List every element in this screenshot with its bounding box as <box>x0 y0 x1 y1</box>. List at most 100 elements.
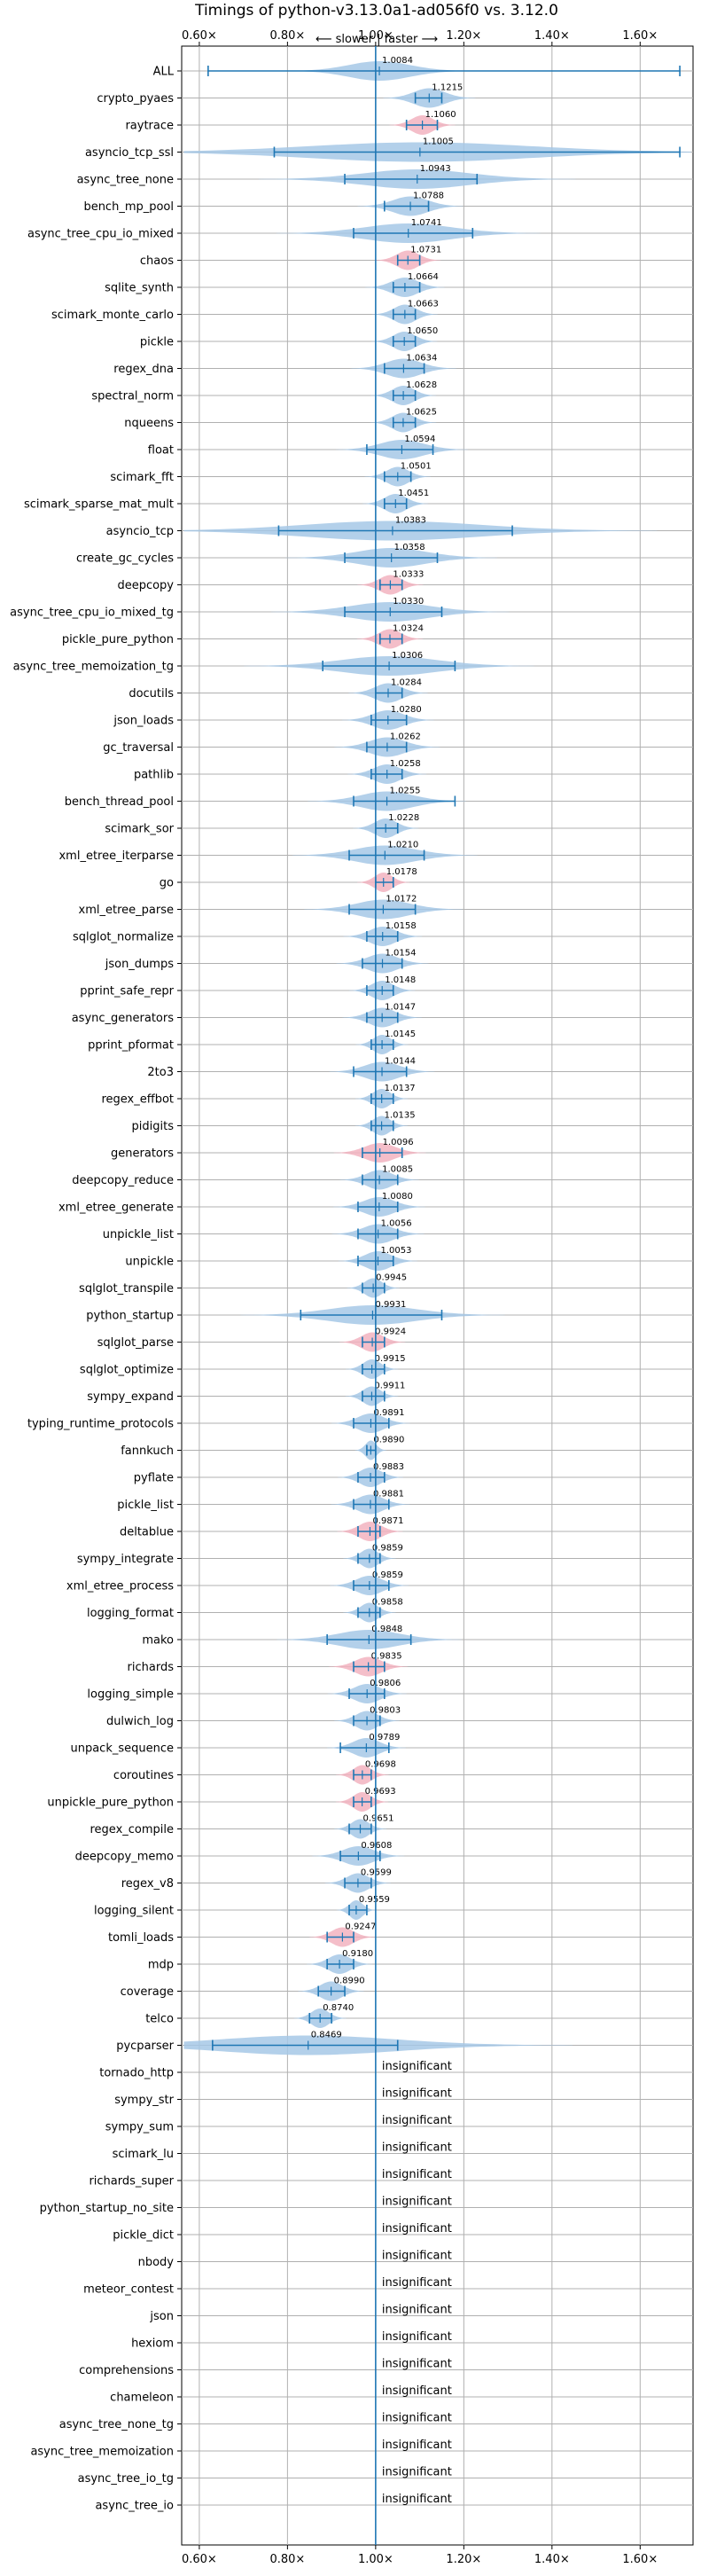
value-label: 0.9891 <box>373 1408 404 1418</box>
category-label: coroutines <box>113 1769 174 1782</box>
category-label: pickle_list <box>117 1499 174 1512</box>
insignificant-label: insignificant <box>382 2384 452 2398</box>
value-label: 1.0741 <box>411 218 442 228</box>
value-label: 1.0080 <box>382 1192 413 1202</box>
category-label: python_startup <box>86 1310 174 1323</box>
value-label: 1.0358 <box>394 543 425 552</box>
category-label: asyncio_tcp_ssl <box>85 146 174 160</box>
value-label: 1.0451 <box>398 489 429 498</box>
value-label: 0.9803 <box>370 1706 401 1716</box>
insignificant-label: insignificant <box>382 2141 452 2155</box>
category-label: tornado_http <box>99 2067 174 2080</box>
value-label: 1.0084 <box>382 56 413 66</box>
category-label: async_tree_none <box>77 174 174 187</box>
category-label: create_gc_cycles <box>76 552 174 566</box>
category-label: xml_etree_process <box>66 1580 174 1593</box>
x-tick-label-top: 1.60× <box>622 29 658 43</box>
category-label: fannkuch <box>121 1445 174 1458</box>
value-label: 1.0634 <box>406 354 437 364</box>
value-label: 1.1005 <box>423 137 454 147</box>
x-tick-label-top: 0.60× <box>182 29 217 43</box>
category-label: json_loads <box>113 715 174 728</box>
value-label: 1.0056 <box>381 1219 412 1229</box>
category-label: sympy_integrate <box>77 1553 174 1566</box>
x-tick-label-bottom: 1.00× <box>358 2553 393 2566</box>
value-label: 0.9931 <box>375 1300 406 1310</box>
insignificant-label: insignificant <box>382 2412 452 2425</box>
value-label: 1.0501 <box>401 462 432 472</box>
value-label: 1.0594 <box>404 435 435 444</box>
category-label: pidigits <box>132 1120 175 1133</box>
category-label: async_generators <box>72 1012 175 1025</box>
value-label: 1.0330 <box>393 597 424 607</box>
insignificant-label: insignificant <box>382 2304 452 2317</box>
value-label: 1.0144 <box>385 1057 416 1067</box>
value-label: 0.9859 <box>372 1570 403 1580</box>
insignificant-label: insignificant <box>382 2493 452 2506</box>
insignificant-label: insignificant <box>382 2196 452 2209</box>
category-label: logging_format <box>87 1607 174 1620</box>
category-label: tomli_loads <box>108 1931 174 1945</box>
value-label: 1.0943 <box>420 164 451 174</box>
value-label: 1.0085 <box>382 1165 413 1175</box>
category-label: unpickle_pure_python <box>47 1797 174 1810</box>
value-label: 0.9789 <box>369 1733 400 1742</box>
value-label: 1.0284 <box>391 678 422 688</box>
category-label: deepcopy <box>117 579 174 592</box>
x-tick-label-top: 1.20× <box>446 29 481 43</box>
value-label: 0.9247 <box>345 1922 376 1932</box>
category-label: sympy_str <box>114 2094 174 2107</box>
value-label: 0.9859 <box>372 1544 403 1554</box>
category-label: mako <box>142 1634 174 1648</box>
value-label: 1.0178 <box>386 867 417 877</box>
value-label: 0.9180 <box>342 1949 373 1959</box>
value-label: 0.9911 <box>374 1382 405 1391</box>
category-label: unpickle_list <box>103 1228 174 1241</box>
value-label: 0.9871 <box>372 1516 403 1526</box>
value-label: 1.0262 <box>390 732 421 742</box>
value-label: 0.9924 <box>375 1327 406 1337</box>
category-label: scimark_monte_carlo <box>51 309 174 322</box>
value-label: 1.0172 <box>386 895 417 904</box>
category-label: async_tree_cpu_io_mixed_tg <box>10 607 174 620</box>
category-label: spectral_norm <box>91 390 174 403</box>
chart-title: Timings of python-v3.13.0a1-ad056f0 vs. … <box>194 2 558 20</box>
category-label: sympy_expand <box>87 1390 174 1404</box>
category-label: async_tree_io_tg <box>78 2472 174 2486</box>
category-label: bench_mp_pool <box>83 200 174 214</box>
category-label: pickle_pure_python <box>62 633 174 646</box>
value-label: 1.0324 <box>393 624 424 634</box>
category-label: regex_compile <box>90 1823 174 1836</box>
value-label: 0.9945 <box>376 1273 407 1283</box>
value-label: 1.1060 <box>425 110 456 120</box>
value-label: 0.9693 <box>365 1787 396 1797</box>
category-label: json_dumps <box>105 958 174 971</box>
value-label: 1.0280 <box>391 705 422 715</box>
value-label: 0.9651 <box>363 1814 394 1824</box>
value-label: 1.0788 <box>413 192 444 201</box>
category-label: comprehensions <box>79 2364 174 2377</box>
value-label: 1.0663 <box>408 300 439 309</box>
category-label: async_tree_cpu_io_mixed <box>27 228 174 241</box>
value-label: 1.0383 <box>395 516 426 526</box>
category-label: regex_effbot <box>101 1093 174 1107</box>
value-label: 1.0664 <box>408 272 439 282</box>
x-tick-label-top: 1.40× <box>534 29 570 43</box>
insignificant-label: insignificant <box>382 2358 452 2371</box>
category-label: typing_runtime_protocols <box>27 1418 174 1431</box>
x-tick-label-bottom: 1.60× <box>622 2553 658 2566</box>
category-label: chaos <box>140 254 174 268</box>
value-label: 0.9881 <box>373 1490 404 1499</box>
category-label: float <box>148 444 174 458</box>
category-label: async_tree_io <box>95 2500 174 2513</box>
category-label: regex_v8 <box>121 1877 174 1891</box>
chart-subtitle: ⟵ slower | faster ⟶ <box>316 33 438 46</box>
insignificant-label: insignificant <box>382 2466 452 2479</box>
value-label: 1.0731 <box>410 246 441 255</box>
category-label: xml_etree_generate <box>58 1202 174 1215</box>
category-label: sqlglot_transpile <box>79 1282 174 1296</box>
category-label: deltablue <box>120 1526 174 1539</box>
category-label: pickle <box>140 336 174 349</box>
value-label: 0.9608 <box>361 1841 392 1851</box>
